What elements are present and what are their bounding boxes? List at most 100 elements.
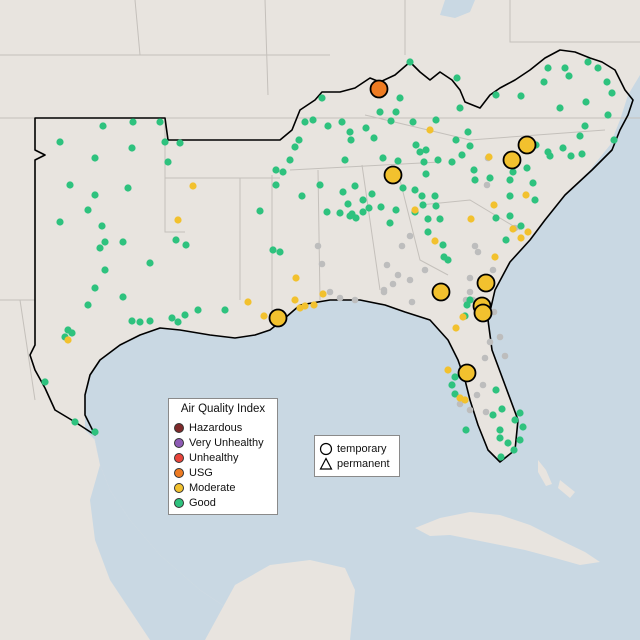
good-monitor[interactable]: [456, 104, 464, 112]
good-monitor[interactable]: [359, 196, 367, 204]
no-data-station[interactable]: [483, 181, 491, 189]
moderate-monitor[interactable]: [522, 191, 530, 199]
good-monitor[interactable]: [362, 124, 370, 132]
no-data-station[interactable]: [479, 381, 487, 389]
good-monitor[interactable]: [489, 411, 497, 419]
moderate-monitor[interactable]: [452, 324, 460, 332]
good-monitor[interactable]: [379, 154, 387, 162]
good-monitor[interactable]: [129, 118, 137, 126]
good-monitor[interactable]: [174, 318, 182, 326]
good-monitor[interactable]: [346, 128, 354, 136]
no-data-station[interactable]: [394, 271, 402, 279]
good-monitor[interactable]: [272, 181, 280, 189]
good-monitor[interactable]: [291, 143, 299, 151]
good-monitor[interactable]: [136, 318, 144, 326]
good-monitor[interactable]: [509, 168, 517, 176]
good-monitor[interactable]: [392, 206, 400, 214]
no-data-station[interactable]: [336, 294, 344, 302]
good-monitor[interactable]: [529, 179, 537, 187]
good-monitor[interactable]: [91, 191, 99, 199]
good-monitor[interactable]: [370, 134, 378, 142]
no-data-station[interactable]: [466, 406, 474, 414]
good-monitor[interactable]: [517, 92, 525, 100]
good-monitor[interactable]: [295, 136, 303, 144]
good-monitor[interactable]: [41, 378, 49, 386]
good-monitor[interactable]: [556, 104, 564, 112]
good-monitor[interactable]: [279, 168, 287, 176]
temporary-monitor-moderate[interactable]: [473, 303, 493, 323]
temporary-monitor-moderate[interactable]: [502, 150, 522, 170]
good-monitor[interactable]: [576, 132, 584, 140]
good-monitor[interactable]: [146, 317, 154, 325]
no-data-station[interactable]: [380, 286, 388, 294]
no-data-station[interactable]: [326, 288, 334, 296]
good-monitor[interactable]: [386, 219, 394, 227]
good-monitor[interactable]: [452, 136, 460, 144]
good-monitor[interactable]: [516, 409, 524, 417]
no-data-station[interactable]: [482, 408, 490, 416]
moderate-monitor[interactable]: [444, 366, 452, 374]
good-monitor[interactable]: [66, 181, 74, 189]
good-monitor[interactable]: [99, 122, 107, 130]
good-monitor[interactable]: [56, 218, 64, 226]
good-monitor[interactable]: [420, 158, 428, 166]
moderate-monitor[interactable]: [431, 237, 439, 245]
moderate-monitor[interactable]: [461, 396, 469, 404]
moderate-monitor[interactable]: [244, 298, 252, 306]
good-monitor[interactable]: [101, 266, 109, 274]
good-monitor[interactable]: [392, 108, 400, 116]
good-monitor[interactable]: [161, 138, 169, 146]
good-monitor[interactable]: [341, 156, 349, 164]
good-monitor[interactable]: [496, 426, 504, 434]
temporary-monitor-moderate[interactable]: [383, 165, 403, 185]
good-monitor[interactable]: [502, 236, 510, 244]
good-monitor[interactable]: [506, 192, 514, 200]
good-monitor[interactable]: [486, 174, 494, 182]
good-monitor[interactable]: [422, 170, 430, 178]
good-monitor[interactable]: [368, 190, 376, 198]
good-monitor[interactable]: [462, 426, 470, 434]
good-monitor[interactable]: [146, 259, 154, 267]
no-data-station[interactable]: [456, 400, 464, 408]
good-monitor[interactable]: [559, 144, 567, 152]
good-monitor[interactable]: [506, 176, 514, 184]
moderate-monitor[interactable]: [426, 126, 434, 134]
good-monitor[interactable]: [339, 188, 347, 196]
no-data-station[interactable]: [474, 248, 482, 256]
good-monitor[interactable]: [352, 214, 360, 222]
moderate-monitor[interactable]: [509, 225, 517, 233]
no-data-station[interactable]: [318, 260, 326, 268]
good-monitor[interactable]: [119, 293, 127, 301]
moderate-monitor[interactable]: [411, 206, 419, 214]
good-monitor[interactable]: [176, 139, 184, 147]
good-monitor[interactable]: [194, 306, 202, 314]
no-data-station[interactable]: [496, 333, 504, 341]
good-monitor[interactable]: [377, 203, 385, 211]
good-monitor[interactable]: [324, 122, 332, 130]
good-monitor[interactable]: [351, 182, 359, 190]
good-monitor[interactable]: [561, 64, 569, 72]
good-monitor[interactable]: [432, 116, 440, 124]
good-monitor[interactable]: [416, 148, 424, 156]
good-monitor[interactable]: [610, 136, 618, 144]
good-monitor[interactable]: [98, 222, 106, 230]
good-monitor[interactable]: [84, 301, 92, 309]
good-monitor[interactable]: [316, 181, 324, 189]
no-data-station[interactable]: [501, 352, 509, 360]
moderate-monitor[interactable]: [485, 153, 493, 161]
good-monitor[interactable]: [471, 176, 479, 184]
good-monitor[interactable]: [376, 108, 384, 116]
no-data-station[interactable]: [314, 242, 322, 250]
good-monitor[interactable]: [128, 317, 136, 325]
good-monitor[interactable]: [492, 386, 500, 394]
good-monitor[interactable]: [448, 158, 456, 166]
good-monitor[interactable]: [448, 381, 456, 389]
moderate-monitor[interactable]: [491, 253, 499, 261]
good-monitor[interactable]: [399, 184, 407, 192]
good-monitor[interactable]: [409, 118, 417, 126]
good-monitor[interactable]: [497, 453, 505, 461]
good-monitor[interactable]: [463, 301, 471, 309]
temporary-monitor-moderate[interactable]: [431, 282, 451, 302]
moderate-monitor[interactable]: [319, 290, 327, 298]
good-monitor[interactable]: [71, 418, 79, 426]
